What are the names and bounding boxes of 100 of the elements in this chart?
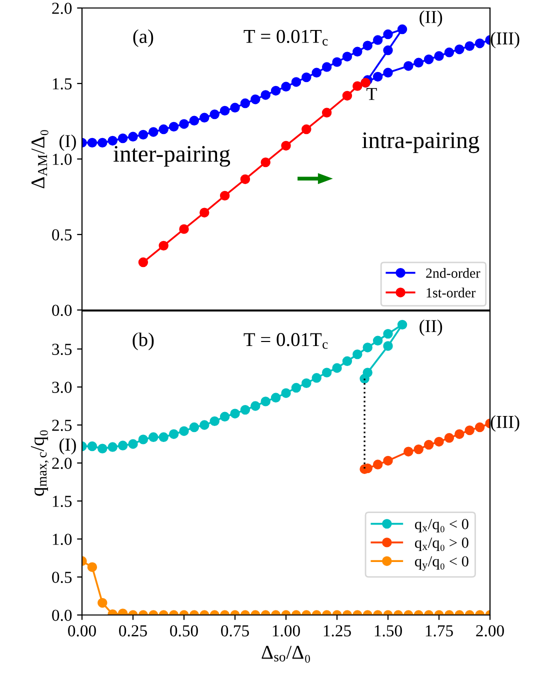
point (383, 29, 393, 40)
point (383, 341, 393, 351)
point (322, 368, 332, 378)
point (108, 442, 118, 452)
point (342, 90, 352, 101)
point (372, 336, 383, 346)
point (200, 112, 210, 122)
point (360, 374, 370, 384)
annotation: (III) (490, 415, 520, 432)
point (210, 416, 220, 426)
point (474, 38, 485, 48)
x-tick-label: 1.50 (374, 625, 402, 637)
y-tick-label: 0.0 (52, 610, 72, 622)
point (464, 41, 474, 51)
legend-label: q$_{y}$/q₀ < 0 (414, 556, 468, 571)
point (148, 432, 158, 442)
point (474, 422, 485, 432)
point (312, 373, 322, 383)
point (179, 426, 189, 436)
point (397, 24, 408, 34)
point (312, 68, 322, 78)
point (342, 52, 352, 62)
x-tick-label: 1.25 (324, 625, 351, 637)
y-tick-label: 3.0 (52, 382, 72, 394)
y-tick-label: 1.5 (52, 78, 72, 90)
annotation: inter-pairing (113, 146, 230, 167)
point (434, 436, 444, 447)
point (118, 440, 128, 450)
point (210, 109, 220, 120)
point (189, 116, 200, 126)
point (424, 54, 434, 64)
point (168, 122, 179, 132)
point (444, 433, 454, 443)
point (230, 408, 240, 418)
point (148, 127, 158, 137)
y-axis-title: q$_{max,c}$/q₀ (30, 430, 49, 496)
y-tick-label: 0.5 (52, 229, 72, 241)
point (291, 382, 302, 393)
point (291, 77, 302, 87)
point (158, 240, 168, 251)
point (220, 412, 230, 422)
legend-label: 1st-order (426, 288, 476, 298)
point (332, 57, 342, 67)
point (250, 401, 260, 411)
x-tick-label: 0.25 (119, 625, 147, 637)
x-tick-label: 1.75 (426, 625, 453, 637)
point (424, 440, 434, 450)
point (372, 35, 383, 45)
point (322, 108, 332, 118)
point (260, 90, 270, 100)
point (281, 82, 291, 92)
annotation: (a) (133, 29, 154, 48)
point (372, 72, 383, 82)
point (128, 439, 138, 449)
point (372, 460, 383, 470)
text: (I) (59, 438, 76, 454)
annotation: (III) (490, 32, 520, 48)
x-tick-label: 0.00 (68, 625, 96, 637)
point (270, 392, 281, 402)
annotation: T = 0.01T$_{c}$ (244, 333, 328, 349)
annotation: (II) (420, 10, 442, 27)
point (87, 441, 98, 452)
y-tick-label: 2.0 (52, 2, 72, 14)
point (302, 124, 312, 134)
point (383, 456, 393, 466)
x-axis-title: Δ$_{so}$/Δ₀ (262, 646, 310, 663)
x-tick-label: 2.00 (476, 625, 504, 637)
point (404, 446, 414, 456)
point (179, 119, 189, 129)
point (414, 444, 424, 454)
text: (I) (59, 134, 76, 151)
annotation: (II) (420, 320, 442, 336)
point (454, 44, 464, 54)
x-tick-label: 0.75 (221, 625, 249, 637)
annotation: T (366, 88, 377, 100)
legend-label: 2nd-order (426, 268, 480, 278)
point (138, 434, 148, 444)
point (118, 133, 128, 144)
y-tick-label: 3.5 (52, 344, 72, 356)
point (322, 62, 332, 72)
point (352, 46, 362, 56)
point (240, 98, 250, 108)
legend-label: q$_{x}$/q₀ > 0 (414, 538, 468, 551)
point (342, 356, 352, 366)
legend-label: q$_{x}$/q₀ < 0 (414, 518, 468, 532)
annotation: T = 0.01T$_{c}$ (244, 30, 328, 46)
point (168, 429, 179, 439)
point (302, 72, 312, 82)
point (281, 388, 291, 398)
point (281, 140, 291, 151)
point (220, 106, 230, 116)
point (383, 328, 393, 339)
point (383, 45, 393, 56)
point (128, 132, 138, 142)
point (189, 422, 200, 432)
y-tick-label: 0.5 (52, 572, 72, 584)
point (414, 58, 424, 68)
point (87, 138, 98, 148)
y-tick-label: 1.5 (52, 496, 72, 508)
point (98, 138, 108, 148)
